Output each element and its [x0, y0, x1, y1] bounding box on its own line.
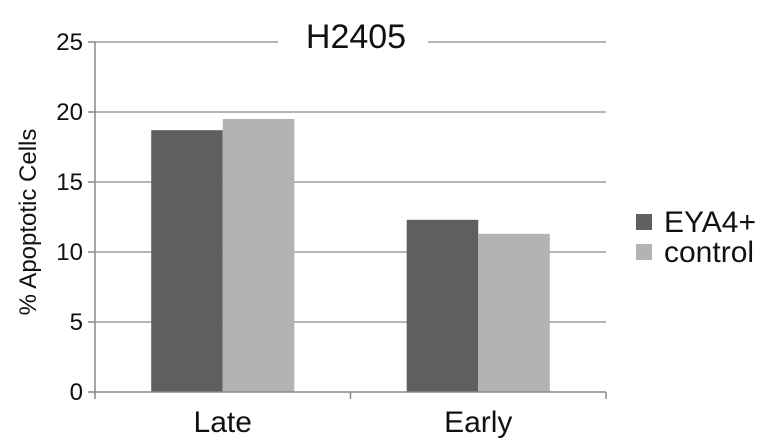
legend-swatch [636, 214, 652, 230]
y-tick-label: 10 [56, 239, 83, 266]
y-tick-label: 20 [56, 99, 83, 126]
legend-swatch [636, 244, 652, 260]
y-tick-label: 5 [70, 309, 83, 336]
y-tick-label: 15 [56, 169, 83, 196]
bars [151, 119, 550, 392]
y-tick-label: 0 [70, 379, 83, 406]
x-tick-label: Late [194, 406, 252, 438]
x-tick-label: Early [444, 406, 512, 438]
legend-label: control [664, 236, 754, 269]
bar-late-control [222, 119, 295, 392]
bar-early-control [478, 233, 550, 392]
legend-label: EYA4+ [664, 206, 756, 239]
title-background [278, 22, 428, 62]
y-tick-label: 25 [56, 29, 83, 56]
legend: EYA4+control [636, 206, 756, 269]
chart-title: H2405 [306, 18, 406, 56]
y-axis-label: % Apoptotic Cells [15, 129, 42, 316]
x-tick-labels: Late Early [94, 392, 607, 438]
bar-early-eya4 [406, 219, 479, 392]
y-ticks: 0 5 10 15 20 25 [56, 29, 95, 406]
bar-late-eya4 [151, 130, 223, 392]
